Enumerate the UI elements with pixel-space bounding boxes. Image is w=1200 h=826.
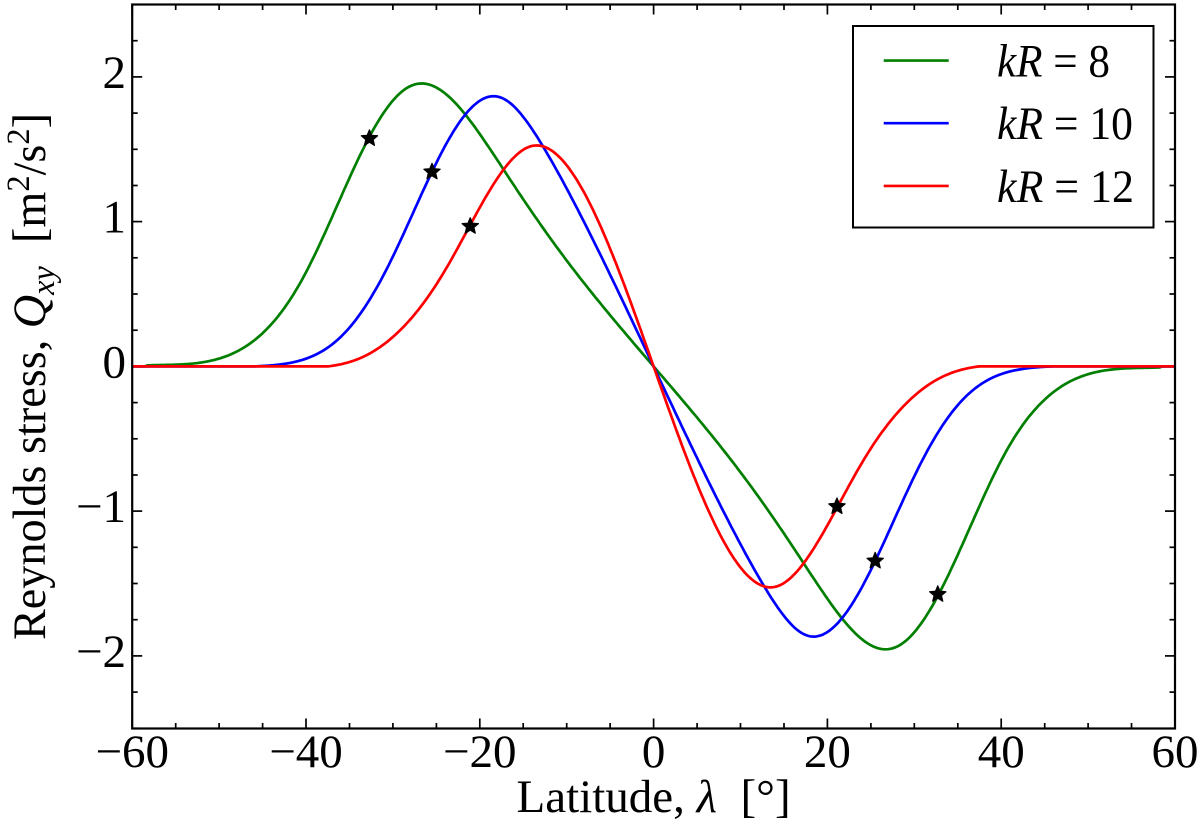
svg-text:−60: −60 — [95, 726, 169, 778]
svg-text:1: 1 — [103, 192, 127, 244]
svg-text:0: 0 — [103, 336, 127, 388]
svg-text:Reynolds stress, Qxy [m2/s2]: Reynolds stress, Qxy [m2/s2] — [1, 113, 62, 640]
svg-text:−1: −1 — [76, 481, 126, 533]
svg-text:20: 20 — [804, 726, 851, 778]
svg-text:−2: −2 — [76, 626, 126, 678]
svg-text:2: 2 — [103, 47, 127, 99]
svg-text:−40: −40 — [269, 726, 343, 778]
svg-text:kR = 10: kR = 10 — [997, 98, 1133, 150]
svg-text:0: 0 — [642, 726, 666, 778]
svg-text:kR = 8: kR = 8 — [997, 36, 1110, 88]
svg-text:60: 60 — [1152, 726, 1199, 778]
svg-text:−20: −20 — [443, 726, 517, 778]
svg-text:Latitude, λ [°]: Latitude, λ [°] — [517, 771, 791, 823]
svg-text:40: 40 — [978, 726, 1025, 778]
svg-text:kR = 12: kR = 12 — [997, 161, 1134, 213]
